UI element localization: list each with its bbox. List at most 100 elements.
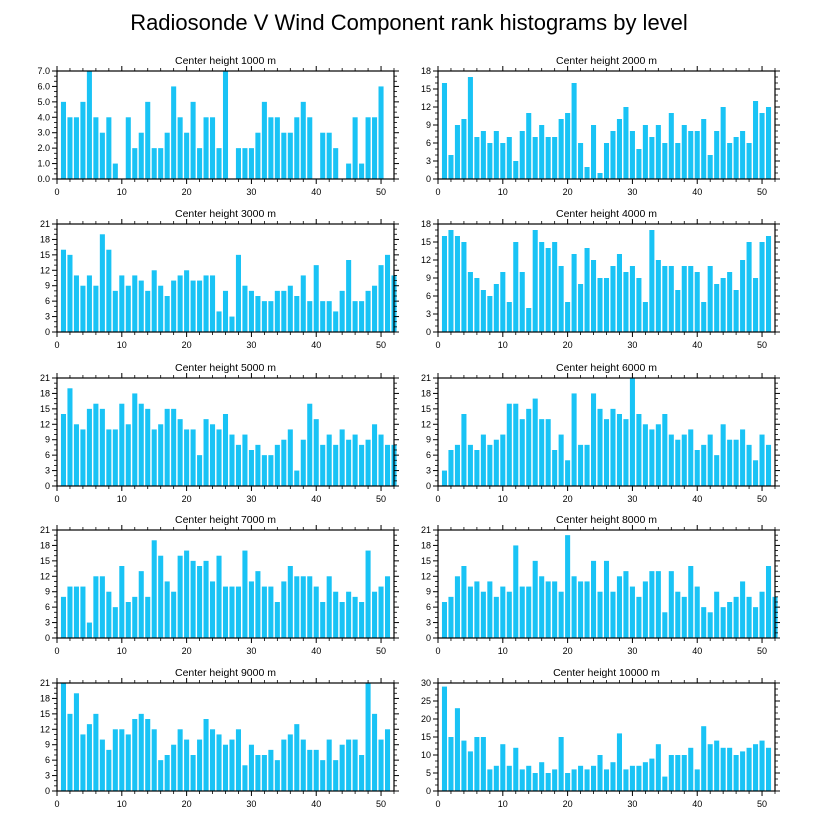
y-tick-label: 6 xyxy=(45,296,50,306)
histogram-bar xyxy=(261,755,267,791)
y-tick-label: 12 xyxy=(421,255,431,265)
histogram-bar xyxy=(119,729,125,791)
histogram-bar xyxy=(448,230,454,332)
histogram-bar xyxy=(759,113,765,179)
x-tick-label: 30 xyxy=(246,646,256,656)
histogram-bar xyxy=(242,550,248,638)
histogram-bar xyxy=(629,765,635,791)
x-tick-label: 40 xyxy=(311,187,321,197)
panel-title: Center height 8000 m xyxy=(556,514,657,526)
histogram-bar xyxy=(197,280,203,332)
y-tick-label: 9 xyxy=(426,587,431,597)
histogram-bar xyxy=(313,586,319,638)
histogram-bar xyxy=(300,275,306,332)
histogram-panel-1: Center height 1000 m 0.0 1.0 2.0 3.0 4.0 5.0 6.… xyxy=(37,55,399,197)
histogram-bar xyxy=(346,739,352,791)
histogram-bar xyxy=(60,683,67,791)
histogram-bar xyxy=(668,113,674,179)
histogram-bar xyxy=(255,571,261,638)
x-tick-label: 0 xyxy=(435,646,440,656)
histogram-bar xyxy=(558,119,564,179)
histogram-bar xyxy=(733,439,739,486)
histogram-bar xyxy=(610,408,616,486)
histogram-bar xyxy=(281,581,287,638)
histogram-bar xyxy=(578,143,584,179)
histogram-bar xyxy=(740,751,746,791)
histogram-bar xyxy=(333,591,339,638)
x-tick-label: 50 xyxy=(376,340,386,350)
histogram-bar xyxy=(235,444,241,486)
y-tick-label: 9 xyxy=(426,273,431,283)
histogram-bar xyxy=(733,755,739,791)
histogram-bar xyxy=(359,755,365,791)
histogram-bar xyxy=(578,765,584,791)
histogram-bar xyxy=(326,132,332,179)
histogram-bar xyxy=(210,729,216,791)
histogram-bar xyxy=(681,266,687,332)
histogram-bar xyxy=(649,758,655,791)
y-tick-label: 21 xyxy=(40,219,50,229)
histogram-bar xyxy=(448,450,454,486)
histogram-bar xyxy=(448,737,454,791)
histogram-bar xyxy=(359,301,365,332)
x-tick-label: 0 xyxy=(54,494,59,504)
histogram-bar xyxy=(571,576,577,638)
histogram-bar xyxy=(668,571,674,638)
histogram-bar xyxy=(80,429,86,486)
histogram-bar xyxy=(119,403,125,486)
histogram-bar xyxy=(190,560,196,638)
histogram-bar xyxy=(642,302,648,332)
x-tick-label: 40 xyxy=(692,494,702,504)
histogram-bar xyxy=(106,591,112,638)
y-tick-label: 12 xyxy=(40,571,50,581)
histogram-panel-4: Center height 4000 m 0 3 6 9 12 15 18 0 10 20 30 40 5… xyxy=(421,208,780,350)
histogram-bar xyxy=(346,591,352,638)
y-tick-label: 3 xyxy=(45,466,50,476)
histogram-bar xyxy=(326,739,332,791)
y-tick-label: 0.0 xyxy=(37,174,50,184)
histogram-bar xyxy=(372,591,378,638)
histogram-bar xyxy=(467,444,473,486)
histogram-bar xyxy=(727,602,733,638)
histogram-bar xyxy=(597,408,603,486)
y-tick-label: 0 xyxy=(45,633,50,643)
histogram-bar xyxy=(733,137,739,179)
histogram-bar xyxy=(616,119,622,179)
histogram-bar xyxy=(753,744,759,791)
histogram-bar xyxy=(378,265,384,332)
histogram-bar xyxy=(216,555,222,638)
histogram-bar xyxy=(138,713,144,791)
histogram-bar xyxy=(307,301,313,332)
histogram-bar xyxy=(171,408,177,486)
y-tick-label: 7.0 xyxy=(37,66,50,76)
y-tick-label: 15 xyxy=(40,404,50,414)
histogram-bar xyxy=(688,429,694,486)
histogram-bar xyxy=(474,450,480,486)
histogram-bar xyxy=(158,148,164,179)
y-tick-label: 10 xyxy=(421,750,431,760)
y-tick-label: 6 xyxy=(426,602,431,612)
x-tick-label: 50 xyxy=(757,187,767,197)
histogram-bar xyxy=(720,747,726,791)
histogram-bar xyxy=(487,444,493,486)
y-tick-label: 0 xyxy=(426,327,431,337)
histogram-bar xyxy=(138,280,144,332)
histogram-bar xyxy=(235,254,241,332)
x-tick-label: 20 xyxy=(563,799,573,809)
x-tick-label: 30 xyxy=(246,799,256,809)
histogram-bar xyxy=(591,765,597,791)
histogram-bar xyxy=(67,254,73,332)
y-tick-label: 12 xyxy=(40,265,50,275)
histogram-bar xyxy=(753,460,759,486)
x-tick-label: 40 xyxy=(311,340,321,350)
histogram-bar xyxy=(552,450,558,486)
histogram-bar xyxy=(720,278,726,332)
histogram-bar xyxy=(60,596,67,638)
histogram-bar xyxy=(526,586,532,638)
histogram-panel-8: Center height 8000 m 0 3 6 9 12 15 18 21 0 10 20 30 4… xyxy=(421,514,780,656)
histogram-bar xyxy=(372,424,378,486)
histogram-bar xyxy=(307,749,313,791)
histogram-bar xyxy=(164,581,170,638)
histogram-panel-2: Center height 2000 m 0 3 6 9 12 15 18 0 10 20 30 40 5… xyxy=(421,55,780,197)
histogram-bar xyxy=(603,769,610,791)
